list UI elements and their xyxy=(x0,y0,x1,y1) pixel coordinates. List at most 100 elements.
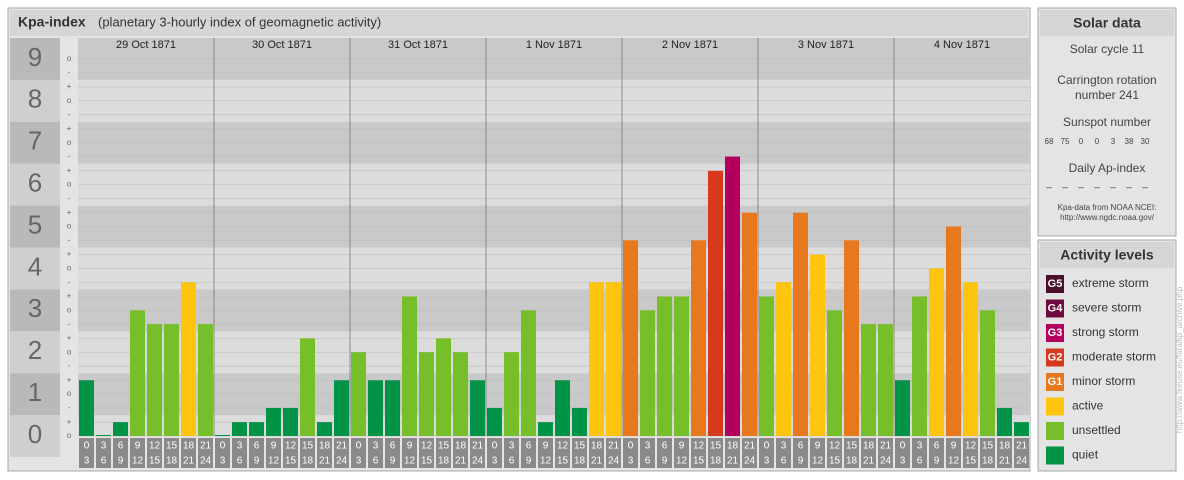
hour-label: 21 xyxy=(183,456,195,467)
hour-label: 24 xyxy=(200,456,212,467)
hour-label: 0 xyxy=(220,441,226,452)
hour-label: 6 xyxy=(509,456,515,467)
bar xyxy=(283,407,298,436)
hour-label: 9 xyxy=(135,441,141,452)
hour-box xyxy=(810,438,825,468)
hour-box xyxy=(470,438,485,468)
hour-label: 9 xyxy=(526,456,532,467)
hour-label: 6 xyxy=(101,456,107,467)
hour-label: 3 xyxy=(509,441,515,452)
legend-code: G2 xyxy=(1048,351,1063,363)
bar xyxy=(249,422,264,436)
sunspot-number: 68 xyxy=(1045,137,1054,146)
legend-label: active xyxy=(1072,399,1104,413)
hour-label: 3 xyxy=(917,441,923,452)
legend-swatch xyxy=(1046,446,1064,465)
sunspot-number: 0 xyxy=(1079,137,1084,146)
hour-label: 0 xyxy=(492,441,498,452)
bar xyxy=(980,310,995,436)
hour-label: 24 xyxy=(472,456,484,467)
hour-label: 18 xyxy=(863,441,875,452)
sunspot-number: 38 xyxy=(1125,137,1134,146)
hour-label: 6 xyxy=(917,456,923,467)
hour-label: 21 xyxy=(999,456,1011,467)
hour-label: 24 xyxy=(1016,456,1028,467)
ap-value: – xyxy=(1094,183,1100,194)
legend-title-bar xyxy=(1040,242,1174,268)
hour-label: 3 xyxy=(900,456,906,467)
hour-box xyxy=(759,438,774,468)
solar-panel xyxy=(1037,7,1177,237)
minor-tick-label: - xyxy=(68,110,71,119)
hour-box xyxy=(402,438,417,468)
hour-box xyxy=(657,438,672,468)
bar xyxy=(623,240,638,436)
bar xyxy=(198,324,213,436)
hour-label: 9 xyxy=(407,441,413,452)
hour-label: 18 xyxy=(710,456,722,467)
day-label: 1 Nov 1871 xyxy=(526,39,582,51)
bar xyxy=(963,282,978,436)
minor-tick-label: - xyxy=(68,319,71,328)
bar xyxy=(419,352,434,436)
label-band xyxy=(10,38,60,80)
minor-tick-label: + xyxy=(67,208,72,217)
hour-label: 21 xyxy=(880,441,892,452)
y-tick-label: 7 xyxy=(28,126,42,156)
ap-value: – xyxy=(1110,183,1116,194)
hour-label: 3 xyxy=(84,456,90,467)
sunspot-number: 3 xyxy=(1111,137,1116,146)
hour-label: 15 xyxy=(829,456,841,467)
bar xyxy=(657,296,672,436)
y-tick-label: 1 xyxy=(28,377,42,407)
hour-label: 18 xyxy=(999,441,1011,452)
hour-label: 21 xyxy=(727,456,739,467)
minor-tick-label: o xyxy=(67,305,72,314)
bar xyxy=(96,435,111,436)
legend-code: G3 xyxy=(1048,327,1063,339)
hour-label: 3 xyxy=(492,456,498,467)
bar xyxy=(215,435,230,436)
hour-box xyxy=(266,438,281,468)
hour-label: 12 xyxy=(812,456,824,467)
hour-box xyxy=(249,438,264,468)
day-label: 30 Oct 1871 xyxy=(252,39,312,51)
minor-tick-label: - xyxy=(68,194,71,203)
hour-label: 15 xyxy=(574,441,586,452)
bar xyxy=(436,338,451,436)
hour-box xyxy=(623,438,638,468)
bar xyxy=(606,282,621,436)
hour-box xyxy=(776,438,791,468)
legend-title: Activity levels xyxy=(1060,247,1154,263)
hour-box xyxy=(351,438,366,468)
day-label: 2 Nov 1871 xyxy=(662,39,718,51)
minor-tick-label: + xyxy=(67,124,72,133)
minor-tick-label: o xyxy=(67,264,72,273)
bar xyxy=(130,310,145,436)
y-tick-label: 6 xyxy=(28,168,42,198)
hour-label: 21 xyxy=(472,441,484,452)
hour-box xyxy=(827,438,842,468)
hour-box xyxy=(164,438,179,468)
hour-box xyxy=(385,438,400,468)
hour-label: 21 xyxy=(455,456,467,467)
day-label: 3 Nov 1871 xyxy=(798,39,854,51)
legend-label: moderate storm xyxy=(1072,350,1156,364)
y-tick-label: 3 xyxy=(28,293,42,323)
legend-label: minor storm xyxy=(1072,374,1135,388)
bar xyxy=(742,212,757,436)
hour-label: 9 xyxy=(254,456,260,467)
hour-label: 6 xyxy=(390,441,396,452)
hour-label: 3 xyxy=(781,441,787,452)
source: Kpa-data from NOAA NCEI: xyxy=(1058,203,1157,212)
bar xyxy=(504,352,519,436)
bar xyxy=(844,240,859,436)
hour-label: 15 xyxy=(982,441,994,452)
legend-swatch xyxy=(1046,299,1064,318)
bar xyxy=(912,296,927,436)
carrington: Carrington rotation xyxy=(1057,73,1156,87)
hour-box xyxy=(453,438,468,468)
bar xyxy=(827,310,842,436)
minor-tick-label: o xyxy=(67,431,72,440)
bar xyxy=(1014,422,1029,436)
